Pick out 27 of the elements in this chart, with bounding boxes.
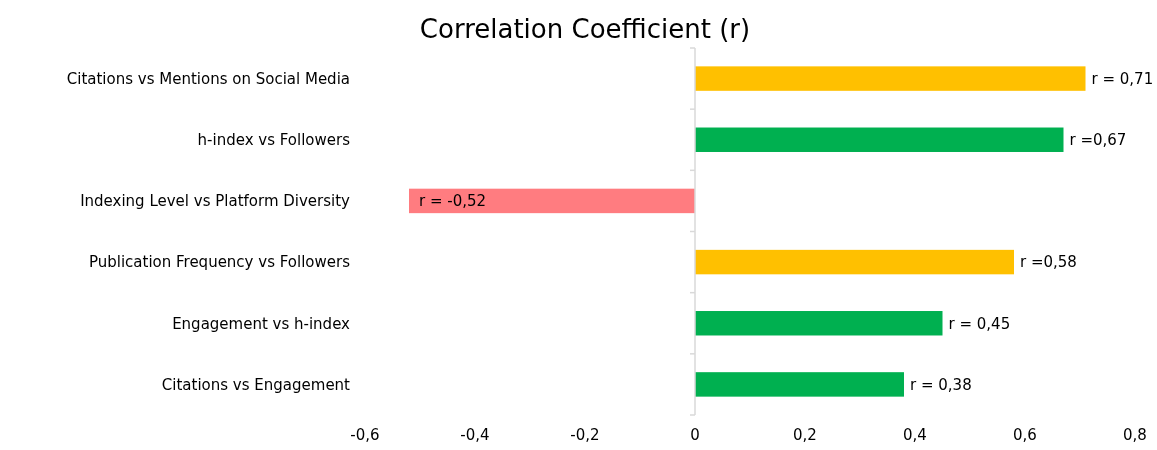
bar	[409, 188, 695, 214]
bar	[695, 372, 904, 397]
bar	[695, 249, 1014, 275]
x-tick-label: 0,2	[793, 426, 817, 444]
x-tick-label: -0,2	[570, 426, 600, 444]
data-label: r = -0,52	[419, 192, 487, 211]
chart-title: Correlation Coefficient (r)	[419, 14, 751, 44]
y-tick-label: Publication Frequency vs Followers	[88, 253, 351, 272]
bar	[695, 127, 1064, 152]
x-tick-label: 0,4	[903, 426, 927, 444]
data-label: r =0,67	[1069, 131, 1127, 149]
y-tick-label: Citations vs Mentions on Social Media	[66, 69, 350, 88]
y-tick-label: Citations vs Engagement	[161, 375, 351, 394]
x-tick-label: -0,6	[350, 426, 380, 444]
bar	[695, 66, 1086, 91]
x-tick-label: 0,8	[1123, 426, 1147, 444]
bar	[695, 311, 943, 336]
y-tick-label: Indexing Level vs Platform Diversity	[80, 192, 351, 211]
data-label: r = 0,38	[910, 375, 972, 394]
x-tick-label: 0	[690, 426, 700, 444]
y-tick-label: Engagement vs h-index	[172, 314, 351, 333]
data-label: r = 0,71	[1091, 69, 1154, 88]
data-label: r = 0,45	[948, 314, 1011, 333]
x-tick-label: 0,6	[1013, 426, 1037, 444]
data-label: r =0,58	[1020, 253, 1077, 272]
y-tick-label: h-index vs Followers	[197, 131, 351, 149]
x-tick-label: -0,4	[460, 426, 490, 444]
